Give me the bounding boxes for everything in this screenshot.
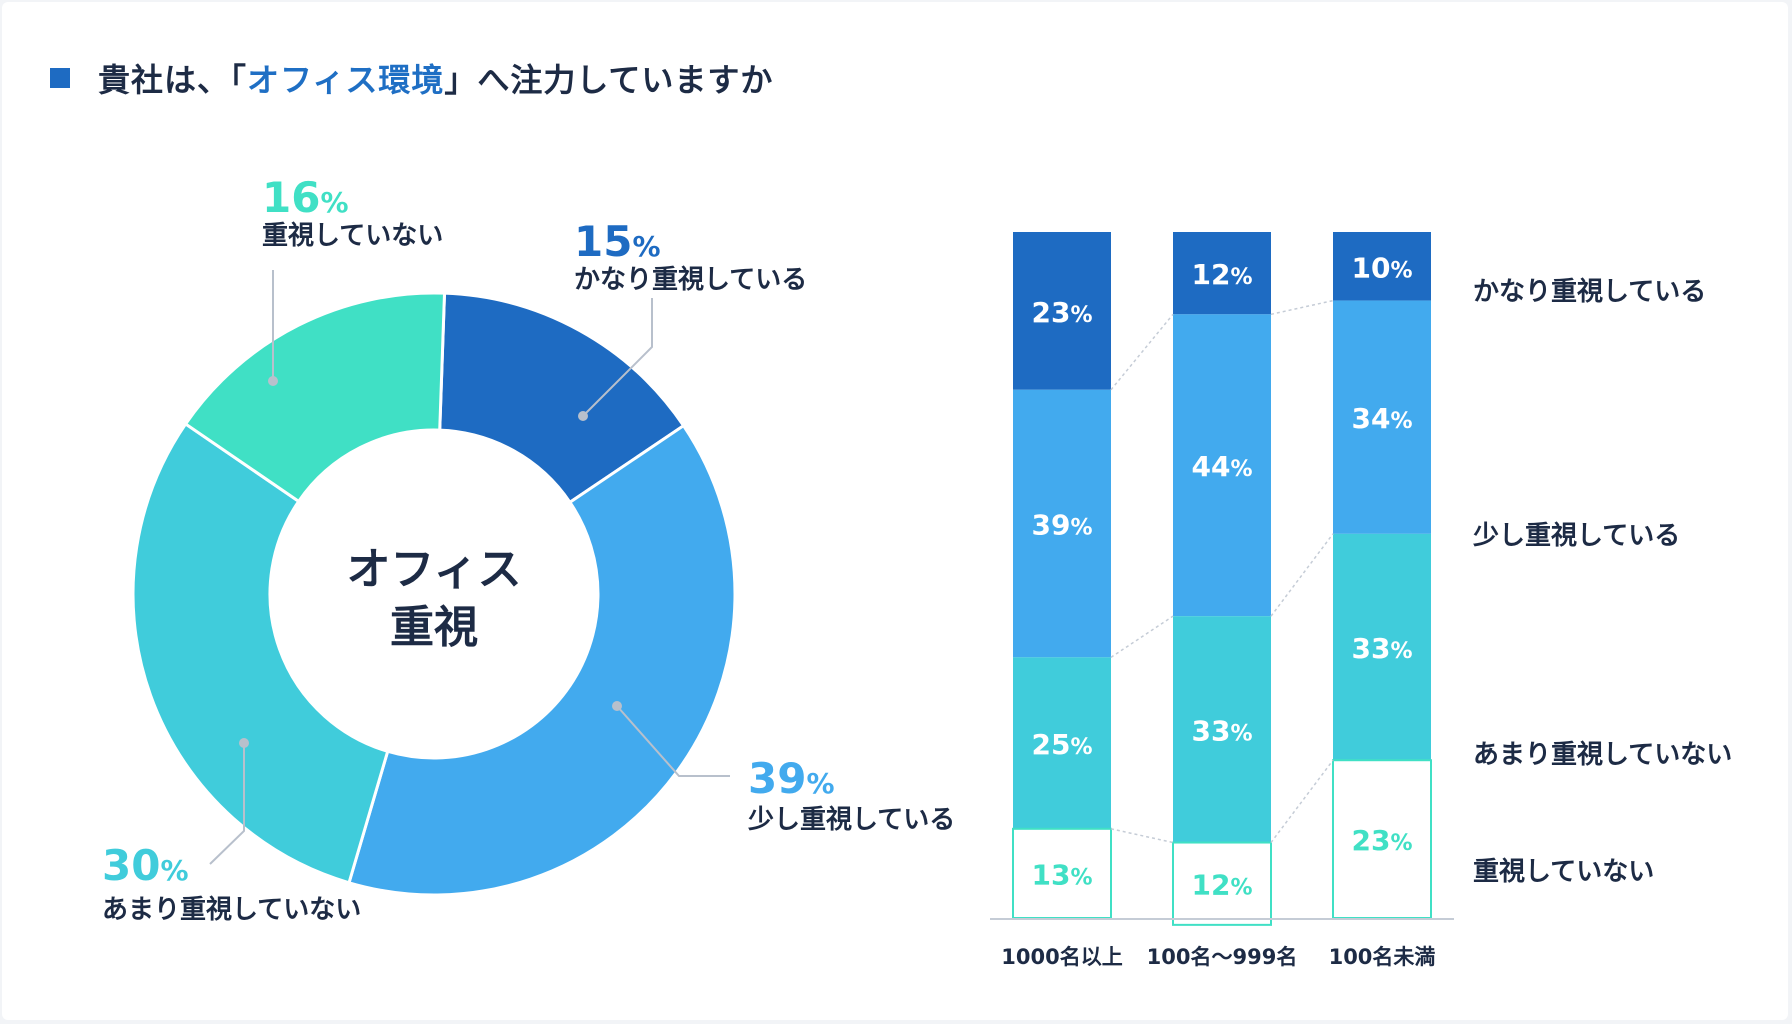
connector-line [1270,759,1334,843]
category-label-1000-plus: 1000名以上 [1001,945,1122,969]
bar-100-999-not-much [1173,616,1271,843]
donut-slice-not-much [131,421,390,885]
connector-line [1270,533,1334,617]
bar-label-1000-plus-not-much: 25% [1031,728,1092,761]
leader-dot-somewhat [612,701,622,711]
bar-label-under-100-not-much: 33% [1351,632,1412,665]
bar-label-1000-plus-very: 23% [1031,296,1092,329]
connector-line [1110,828,1174,844]
donut-center-label-line-2: 重視 [390,602,478,653]
legend-very: かなり重視している [1473,277,1706,307]
bar-under-100-somewhat [1333,300,1431,534]
legend-somewhat: 少し重視している [1472,521,1680,551]
donut-label-not: 重視していない [262,221,443,251]
legend-not: 重視していない [1473,857,1654,887]
bar-100-999-very [1173,232,1271,315]
title-suffix: 」へ注力していますか [444,61,774,99]
connector-line [1270,299,1334,316]
title-prefix: 貴社は、「 [98,61,248,99]
connector-line [1110,313,1174,391]
bar-label-under-100-somewhat: 34% [1351,402,1412,435]
title-text: 貴社は、「オフィス環境」へ注力していますか [98,55,773,101]
donut-percent-not: 16% [262,173,349,222]
legend-not-much: あまり重視していない [1473,740,1732,770]
stacked-bar-chart: 23% 39% 25% 13% 1000名以上 12% 44% 33% 12% 100名〜999名… [990,232,1454,969]
donut-slice-somewhat [347,423,737,897]
donut-label-somewhat: 少し重視している [747,805,955,835]
donut-percent-very: 15% [574,217,661,266]
bar-label-1000-plus-not: 13% [1031,858,1092,891]
leader-line-very [582,298,653,417]
bar-100-999-somewhat [1173,314,1271,617]
bar-1000-plus-very [1013,232,1111,390]
bar-label-under-100-very: 10% [1351,251,1412,284]
donut-labels: 15%かなり重視している39%少し重視している30%あまり重視していない16%重… [102,173,955,925]
category-label-100-999: 100名〜999名 [1147,945,1298,969]
chart-title: 貴社は、「オフィス環境」へ注力していますか [50,55,773,101]
leader-dot-not [268,376,278,386]
donut-label-very: かなり重視している [574,265,807,295]
bar-label-100-999-not-much: 33% [1191,714,1252,747]
leader-line-not-much [209,743,245,865]
bar-label-1000-plus-somewhat: 39% [1031,509,1092,542]
bar-1000-plus-not [1012,827,1112,920]
donut-slice-not [183,291,447,504]
bar-label-100-999-very: 12% [1191,258,1252,291]
donut-slice-very [438,291,686,505]
bar-label-under-100-not: 23% [1351,824,1412,857]
connector-line [1110,615,1174,658]
category-label-under-100: 100名未満 [1329,945,1436,969]
leader-line-somewhat [616,705,730,777]
bar-1000-plus-not-much [1013,657,1111,829]
bar-under-100-very [1333,232,1431,301]
leader-dot-very [578,411,588,421]
title-highlight: オフィス環境 [247,61,445,99]
bar-under-100-not [1332,759,1432,919]
donut-percent-somewhat: 39% [748,754,835,803]
bar-under-100-not-much [1333,533,1431,761]
bar-label-100-999-not: 12% [1191,869,1252,902]
donut-percent-not-much: 30% [102,841,189,890]
title-square-icon [50,68,70,88]
bar-label-100-999-somewhat: 44% [1191,450,1252,483]
bar-100-999-not [1172,841,1272,926]
bar-1000-plus-somewhat [1013,389,1111,658]
donut-label-not-much: あまり重視していない [102,895,361,925]
donut-center-label-line-1: オフィス [346,544,521,595]
leader-dot-not-much [239,738,249,748]
